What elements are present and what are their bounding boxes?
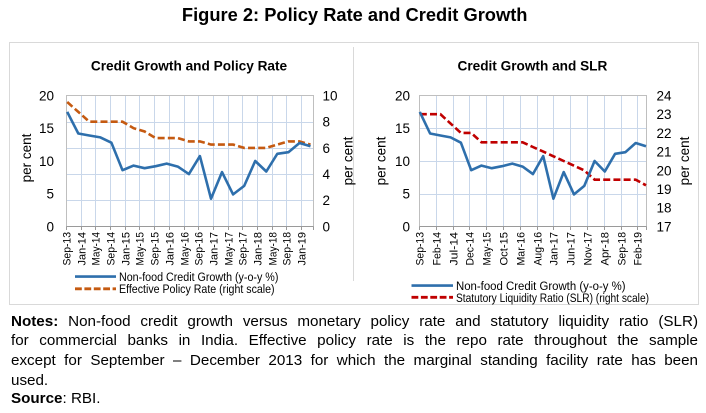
svg-text:per cent: per cent <box>677 136 692 185</box>
svg-text:5: 5 <box>46 187 54 202</box>
svg-text:May-17: May-17 <box>224 232 236 266</box>
svg-text:Sep-13: Sep-13 <box>415 232 427 266</box>
svg-text:Statutory Liquidity Ratio (SLR: Statutory Liquidity Ratio (SLR) (right s… <box>456 291 649 305</box>
svg-text:20: 20 <box>657 163 672 178</box>
svg-text:Jan-14: Jan-14 <box>77 232 89 266</box>
svg-text:Jan-15: Jan-15 <box>121 232 133 266</box>
svg-text:Dec-14: Dec-14 <box>465 232 477 266</box>
svg-text:21: 21 <box>657 145 672 160</box>
svg-text:0: 0 <box>323 219 331 234</box>
svg-text:Credit Growth and SLR: Credit Growth and SLR <box>458 59 608 74</box>
svg-text:18: 18 <box>657 201 672 216</box>
svg-text:Credit Growth and Policy Rate: Credit Growth and Policy Rate <box>91 59 288 74</box>
svg-text:Sep-14: Sep-14 <box>106 232 118 266</box>
svg-text:Sep-18: Sep-18 <box>617 232 629 266</box>
svg-text:per cent: per cent <box>19 133 34 182</box>
svg-text:19: 19 <box>657 182 672 197</box>
svg-text:Non-food Credit Growth (y-o-y: Non-food Credit Growth (y-o-y %) <box>119 270 278 284</box>
svg-text:Sep-15: Sep-15 <box>150 232 162 266</box>
svg-text:Figure 2: Policy Rate and Cred: Figure 2: Policy Rate and Credit Growth <box>182 5 528 25</box>
svg-text:5: 5 <box>402 187 410 202</box>
svg-text:Jan-18: Jan-18 <box>253 232 265 266</box>
svg-text:Jan-16: Jan-16 <box>165 232 177 266</box>
svg-text:Feb-14: Feb-14 <box>432 232 444 266</box>
svg-text:Sep-16: Sep-16 <box>194 232 206 266</box>
svg-text:May-18: May-18 <box>268 232 280 266</box>
svg-text:15: 15 <box>39 121 54 136</box>
svg-text:10: 10 <box>395 154 410 169</box>
svg-text:Jul-14: Jul-14 <box>449 232 461 266</box>
svg-text:6: 6 <box>323 141 331 156</box>
svg-text:10: 10 <box>323 88 338 103</box>
svg-text:Aug-16: Aug-16 <box>533 232 545 266</box>
svg-text:Apr-18: Apr-18 <box>600 232 612 266</box>
svg-text:Sep-18: Sep-18 <box>282 232 294 266</box>
svg-text:Jan-17: Jan-17 <box>549 232 561 266</box>
svg-text:24: 24 <box>657 88 673 103</box>
svg-text:Feb-19: Feb-19 <box>633 232 645 266</box>
svg-text:Jan-19: Jan-19 <box>297 232 309 266</box>
svg-text:Oct-15: Oct-15 <box>499 232 511 266</box>
svg-text:May-16: May-16 <box>180 232 192 266</box>
svg-text:2: 2 <box>323 193 331 208</box>
svg-text:May-15: May-15 <box>135 232 147 266</box>
svg-text:23: 23 <box>657 107 672 122</box>
svg-text:Effective Policy Rate (right s: Effective Policy Rate (right scale) <box>119 282 275 296</box>
svg-text:per cent: per cent <box>341 136 356 185</box>
svg-text:Jun-17: Jun-17 <box>566 232 578 266</box>
svg-text:17: 17 <box>657 219 672 234</box>
svg-text:10: 10 <box>39 154 54 169</box>
svg-text:0: 0 <box>46 219 54 234</box>
svg-text:15: 15 <box>395 121 410 136</box>
svg-text:May-14: May-14 <box>91 232 103 266</box>
svg-text:20: 20 <box>39 88 54 103</box>
svg-text:May-15: May-15 <box>482 232 494 266</box>
svg-text:Sep-17: Sep-17 <box>238 232 250 266</box>
svg-text:22: 22 <box>657 126 672 141</box>
svg-text:Mar-16: Mar-16 <box>516 232 528 266</box>
svg-text:20: 20 <box>395 88 410 103</box>
svg-text:0: 0 <box>402 219 410 234</box>
svg-text:4: 4 <box>323 167 331 182</box>
svg-text:Sep-13: Sep-13 <box>62 232 74 266</box>
svg-text:8: 8 <box>323 115 331 130</box>
svg-text:per cent: per cent <box>374 136 389 185</box>
svg-text:Non-food Credit Growth (y-o-y: Non-food Credit Growth (y-o-y %) <box>456 279 626 293</box>
svg-text:Nov-17: Nov-17 <box>583 232 595 266</box>
svg-text:Jan-17: Jan-17 <box>209 232 221 266</box>
